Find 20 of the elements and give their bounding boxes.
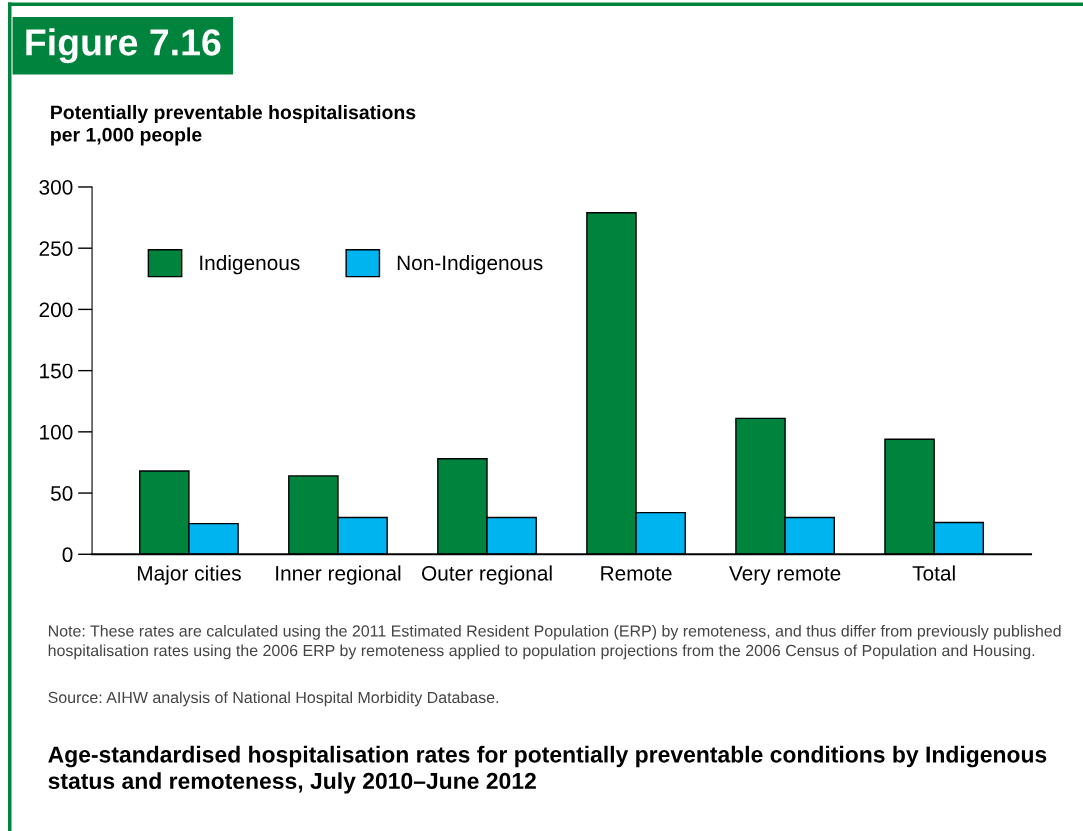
y-tick-label: 50 [50, 486, 73, 501]
x-tick-label: Remote [601, 566, 672, 581]
y-tick-label: 200 [39, 302, 73, 318]
x-tick-label: Total [912, 565, 955, 581]
y-tick-label: 300 [39, 179, 73, 195]
y-tick-label: 150 [40, 363, 73, 379]
y-tick-label: 100 [40, 424, 73, 440]
x-tick-label: Outer regional [422, 565, 552, 585]
legend-label: Indigenous [200, 254, 300, 275]
x-tick-label: Very remote [729, 566, 841, 585]
y-tick-label: 250 [39, 241, 73, 256]
text: Note: These rates are calculated using the 2011 Estimated Resident Population (ERP) by remoteness, and thus differ from previously published hospitalisation rates using the 2006 ERP by remoteness applied to population projections from the 2006 Census of Population and Housing. [48, 624, 1061, 660]
y-tick-label: 0 [62, 547, 73, 563]
chart-title: Figure 7.16 [26, 28, 221, 64]
source-note: Source: AIHW analysis of National Hospital Morbidity Database. [48, 691, 499, 707]
legend-label: Non-Indigenous [397, 254, 543, 275]
x-tick-label: Major cities [137, 565, 241, 585]
x-tick-label: Inner regional [276, 565, 401, 585]
text: Age-standardised hospitalisation rates for potentially preventable conditions by Indigenous status and remoteness, July 2010–June 2012 [48, 745, 1047, 794]
y-axis-title: Potentially preventable hospitalisations per 1,000 people [51, 104, 416, 146]
